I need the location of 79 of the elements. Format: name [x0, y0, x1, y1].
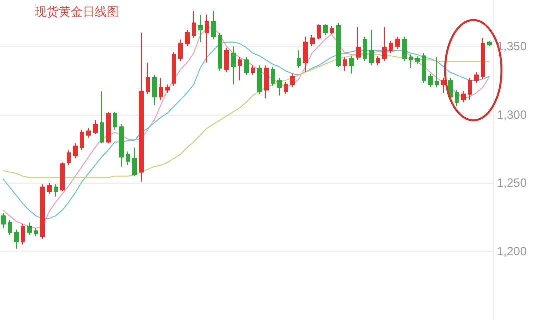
candlestick	[343, 56, 347, 72]
candlestick	[455, 90, 459, 108]
candlestick	[409, 54, 413, 69]
candlestick	[224, 47, 229, 73]
candlestick	[132, 147, 137, 177]
candlestick	[382, 26, 387, 62]
candlestick	[330, 25, 334, 35]
candlestick	[310, 35, 315, 47]
line-series	[2, 54, 490, 178]
candlestick	[402, 36, 407, 62]
candlestick	[211, 10, 216, 40]
candlestick	[54, 184, 58, 198]
candlestick	[290, 73, 295, 88]
candlestick	[356, 26, 361, 61]
candlestick	[100, 91, 104, 144]
candlestick	[336, 22, 341, 68]
candlestick	[113, 112, 117, 130]
candlestick	[47, 182, 52, 195]
candlestick	[376, 56, 380, 66]
candlestick	[1, 212, 6, 229]
candlestick	[271, 66, 275, 87]
candlestick	[303, 36, 308, 73]
candlestick	[159, 77, 163, 100]
candlestick	[126, 151, 130, 166]
candlestick	[34, 228, 38, 238]
candlestick	[363, 36, 367, 62]
candlestick	[323, 24, 328, 36]
candlestick	[119, 124, 124, 168]
candlestick	[27, 222, 32, 236]
candlestick	[185, 30, 190, 47]
candlestick	[73, 143, 78, 160]
candlestick	[146, 62, 150, 95]
candlestick	[205, 14, 209, 64]
candlestick	[284, 82, 288, 95]
candlestick	[461, 91, 466, 104]
candlestick	[244, 56, 249, 76]
candlestick	[178, 39, 183, 62]
candlestick	[297, 50, 301, 69]
candlestick	[21, 224, 25, 246]
chart-title: 现货黄金日线图	[35, 5, 119, 19]
candlestick	[474, 72, 479, 84]
candlestick	[67, 150, 71, 166]
y-tick-label: 1,200	[497, 244, 528, 259]
candlestick	[93, 120, 98, 135]
candlestick	[435, 56, 439, 88]
candlestick	[389, 40, 393, 54]
candlestick	[139, 32, 144, 182]
candlestick	[218, 32, 222, 72]
candlestick	[317, 24, 321, 40]
candlestick	[415, 56, 420, 65]
candlestick	[257, 65, 262, 95]
candlestick	[251, 65, 255, 76]
candlestick	[349, 56, 354, 74]
candlestick	[441, 77, 446, 94]
candlestick	[369, 30, 374, 66]
candlestick	[86, 128, 91, 139]
candlestick	[422, 52, 426, 84]
candlestick	[192, 10, 196, 39]
candlestick	[198, 14, 203, 43]
candlestick	[395, 36, 400, 50]
candlestick	[14, 229, 19, 250]
candlestick	[428, 73, 433, 88]
candlestick	[80, 129, 84, 151]
candlestick	[231, 46, 236, 86]
candlestick	[40, 184, 45, 240]
candlestick	[106, 112, 111, 144]
candlestick	[8, 220, 12, 236]
candlestick	[487, 40, 492, 47]
candlestick	[468, 77, 472, 100]
y-tick-label: 1,300	[497, 108, 528, 122]
y-tick-label: 1,250	[497, 176, 528, 190]
candlestick	[152, 74, 157, 106]
candlestick	[264, 65, 269, 99]
candlestick	[172, 51, 176, 87]
candlestick	[238, 56, 242, 82]
candlestick	[277, 77, 282, 96]
candlestick	[481, 38, 485, 80]
candlestick	[165, 84, 170, 94]
candlestick	[60, 162, 65, 192]
